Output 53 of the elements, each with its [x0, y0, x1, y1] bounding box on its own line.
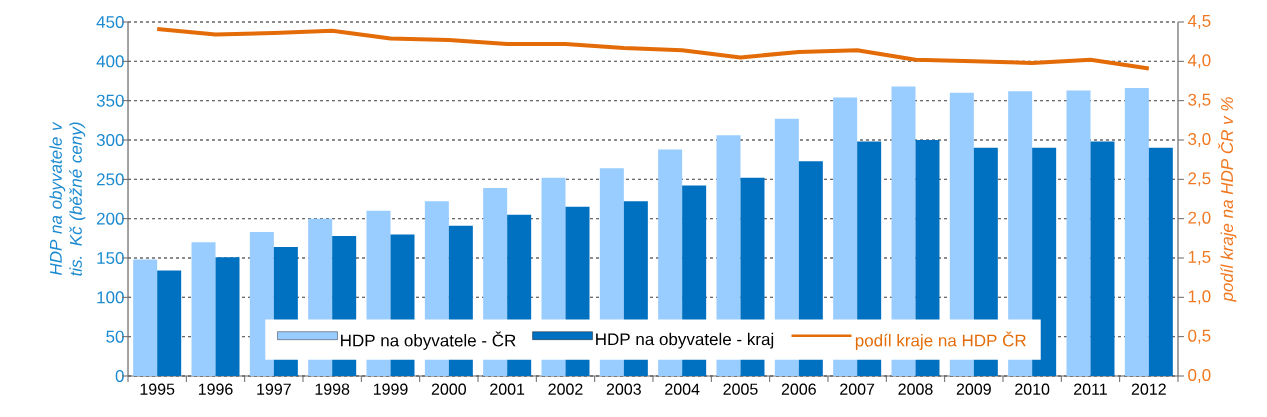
- x-tick-label: 1996: [198, 383, 233, 395]
- x-tick-label: 2003: [606, 383, 641, 395]
- y2-tick-label: 3,5: [1188, 93, 1211, 108]
- y2-tick-label: 3,0: [1188, 132, 1211, 148]
- y-tick-label: 150: [97, 251, 124, 265]
- legend-label: podíl kraje na HDP ČR: [855, 331, 1026, 350]
- y-tick-label: 50: [106, 330, 124, 343]
- x-tick-label: 2000: [431, 383, 466, 395]
- y-tick-label: 350: [96, 94, 124, 107]
- y2-tick-label: 4,5: [1187, 15, 1211, 29]
- bar: [1066, 90, 1091, 376]
- x-tick-label: 1999: [373, 383, 408, 395]
- y-tick-label: 400: [96, 55, 124, 68]
- y-tick-label: 450: [96, 15, 124, 29]
- x-tick-label: 2009: [956, 383, 991, 395]
- legend-label: HDP na obyvatele - ČR: [341, 331, 516, 350]
- y-tick-label: 300: [96, 133, 124, 147]
- y2-tick-label: 4,0: [1187, 54, 1211, 69]
- x-tick-label: 2006: [781, 383, 816, 395]
- y2-tick-label: 0,5: [1188, 329, 1211, 344]
- x-tick-label: 2002: [548, 383, 583, 395]
- x-tick-label: 2007: [840, 383, 875, 395]
- x-tick-label: 2001: [490, 383, 525, 395]
- bar: [191, 242, 216, 376]
- y-tick-label: 0: [115, 369, 124, 383]
- x-tick-label: 1998: [315, 383, 350, 395]
- y2-tick-label: 1,5: [1188, 251, 1211, 265]
- bar: [1090, 141, 1115, 376]
- line-series: [155, 27, 1151, 71]
- x-tick-label: 2008: [898, 383, 933, 395]
- x-tick-label: 1995: [140, 383, 175, 395]
- y-tick-label: 200: [96, 212, 124, 225]
- y-tick-label: 100: [97, 291, 124, 304]
- y2-tick-label: 0,0: [1188, 368, 1211, 384]
- y2-tick-label: 2,5: [1188, 172, 1211, 187]
- bar: [157, 270, 182, 376]
- x-tick-label: 2010: [1015, 383, 1050, 395]
- y-axis-title: HDP na obyvatele v tis. Kč (běžné ceny): [49, 121, 86, 276]
- x-tick-label: 2005: [723, 383, 758, 395]
- bar: [133, 259, 158, 376]
- y2-axis-title: podíl kraje na HDP ČR v %: [1218, 97, 1237, 302]
- x-tick-label: 2012: [1131, 383, 1166, 395]
- y-tick-label: 250: [96, 173, 124, 186]
- legend-label: HDP na obyvatele - kraj: [596, 332, 774, 349]
- bar: [215, 257, 240, 376]
- bar: [1032, 147, 1057, 376]
- bar: [1148, 147, 1173, 376]
- x-tick-label: 2004: [665, 383, 700, 395]
- y2-tick-label: 1,0: [1188, 290, 1211, 305]
- x-tick-label: 2011: [1074, 383, 1107, 395]
- x-tick-label: 1997: [257, 383, 291, 395]
- y2-tick-label: 2,0: [1188, 211, 1211, 226]
- bar: [1124, 88, 1149, 376]
